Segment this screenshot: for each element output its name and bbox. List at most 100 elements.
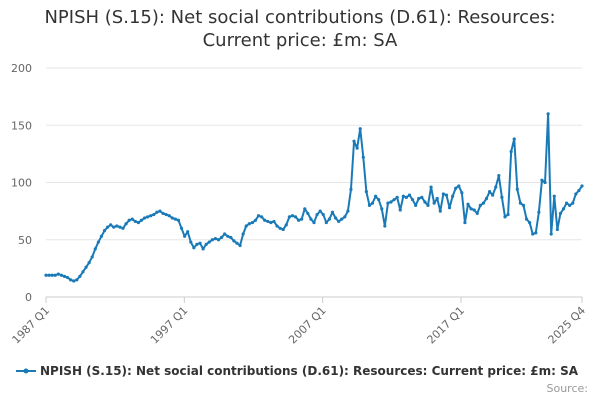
data-point[interactable] [72, 279, 76, 283]
data-point[interactable] [164, 212, 168, 217]
data-point[interactable] [361, 155, 365, 159]
data-point[interactable] [451, 194, 455, 198]
data-point[interactable] [65, 275, 70, 280]
data-point[interactable] [99, 234, 104, 238]
data-point[interactable] [247, 222, 251, 226]
data-point[interactable] [426, 203, 430, 207]
data-point[interactable] [410, 198, 415, 202]
data-point[interactable] [463, 220, 467, 225]
data-point[interactable] [127, 218, 131, 222]
data-point[interactable] [241, 232, 245, 236]
data-point[interactable] [330, 210, 335, 214]
data-point[interactable] [352, 139, 356, 143]
data-point[interactable] [229, 235, 233, 240]
data-point[interactable] [146, 215, 150, 219]
data-point[interactable] [546, 112, 550, 116]
data-point[interactable] [161, 211, 165, 216]
data-point[interactable] [321, 212, 325, 217]
data-point[interactable] [487, 190, 492, 194]
data-point[interactable] [561, 207, 566, 211]
data-point[interactable] [401, 194, 405, 198]
data-point[interactable] [337, 219, 341, 224]
data-point[interactable] [420, 195, 424, 199]
data-point[interactable] [395, 195, 399, 199]
data-point[interactable] [235, 241, 239, 245]
data-point[interactable] [106, 225, 110, 229]
data-point[interactable] [478, 203, 482, 207]
data-point[interactable] [69, 278, 73, 282]
data-point[interactable] [521, 203, 526, 207]
data-point[interactable] [500, 195, 504, 199]
data-point[interactable] [78, 274, 82, 278]
data-point[interactable] [124, 222, 128, 226]
data-point[interactable] [315, 212, 319, 217]
data-point[interactable] [109, 223, 113, 227]
data-point[interactable] [253, 218, 258, 222]
data-point[interactable] [176, 218, 181, 222]
data-point[interactable] [441, 192, 445, 196]
data-point[interactable] [417, 196, 421, 201]
data-point[interactable] [290, 214, 295, 218]
data-point[interactable] [244, 224, 248, 228]
data-point[interactable] [404, 195, 409, 199]
data-point[interactable] [167, 214, 171, 218]
data-point[interactable] [90, 255, 94, 259]
data-point[interactable] [552, 194, 556, 198]
data-point[interactable] [398, 208, 402, 212]
data-point[interactable] [444, 193, 449, 197]
data-point[interactable] [435, 196, 439, 201]
data-point[interactable] [414, 203, 418, 207]
data-point[interactable] [497, 174, 501, 178]
data-point[interactable] [306, 211, 310, 216]
data-point[interactable] [136, 220, 141, 225]
data-point[interactable] [568, 203, 572, 207]
data-point[interactable] [389, 200, 393, 204]
data-point[interactable] [577, 188, 581, 193]
data-point[interactable] [309, 217, 313, 221]
data-point[interactable] [469, 207, 473, 211]
data-point[interactable] [170, 216, 174, 220]
data-point[interactable] [374, 194, 378, 198]
data-point[interactable] [512, 137, 516, 141]
data-point[interactable] [343, 215, 347, 219]
data-point[interactable] [543, 180, 547, 185]
data-point[interactable] [432, 201, 436, 205]
data-point[interactable] [198, 241, 202, 245]
data-point[interactable] [454, 186, 458, 190]
data-point[interactable] [472, 208, 476, 212]
data-point[interactable] [84, 265, 88, 269]
data-point[interactable] [183, 234, 187, 238]
data-point[interactable] [515, 187, 519, 191]
data-point[interactable] [207, 240, 211, 244]
data-point[interactable] [47, 273, 51, 277]
data-point[interactable] [278, 226, 282, 230]
data-point[interactable] [173, 217, 177, 221]
data-point[interactable] [466, 202, 470, 206]
data-point[interactable] [540, 178, 544, 182]
data-point[interactable] [121, 226, 125, 230]
data-point[interactable] [324, 220, 328, 225]
data-point[interactable] [152, 212, 156, 217]
data-point[interactable] [179, 226, 184, 230]
data-point[interactable] [226, 234, 230, 238]
data-point[interactable] [386, 201, 390, 205]
data-point[interactable] [96, 240, 100, 244]
data-point[interactable] [81, 270, 85, 274]
data-point[interactable] [327, 217, 331, 221]
data-point[interactable] [312, 220, 316, 225]
data-point[interactable] [263, 218, 267, 222]
data-point[interactable] [318, 209, 322, 213]
data-point[interactable] [380, 207, 384, 211]
data-point[interactable] [59, 273, 64, 277]
data-point[interactable] [571, 201, 575, 205]
data-point[interactable] [213, 237, 218, 241]
data-point[interactable] [238, 243, 242, 248]
data-point[interactable] [549, 232, 553, 236]
data-point[interactable] [447, 206, 452, 210]
data-point[interactable] [195, 242, 199, 246]
data-point[interactable] [204, 242, 208, 246]
data-point[interactable] [534, 231, 538, 235]
data-point[interactable] [93, 247, 97, 251]
data-point[interactable] [192, 246, 196, 250]
data-point[interactable] [349, 187, 353, 191]
